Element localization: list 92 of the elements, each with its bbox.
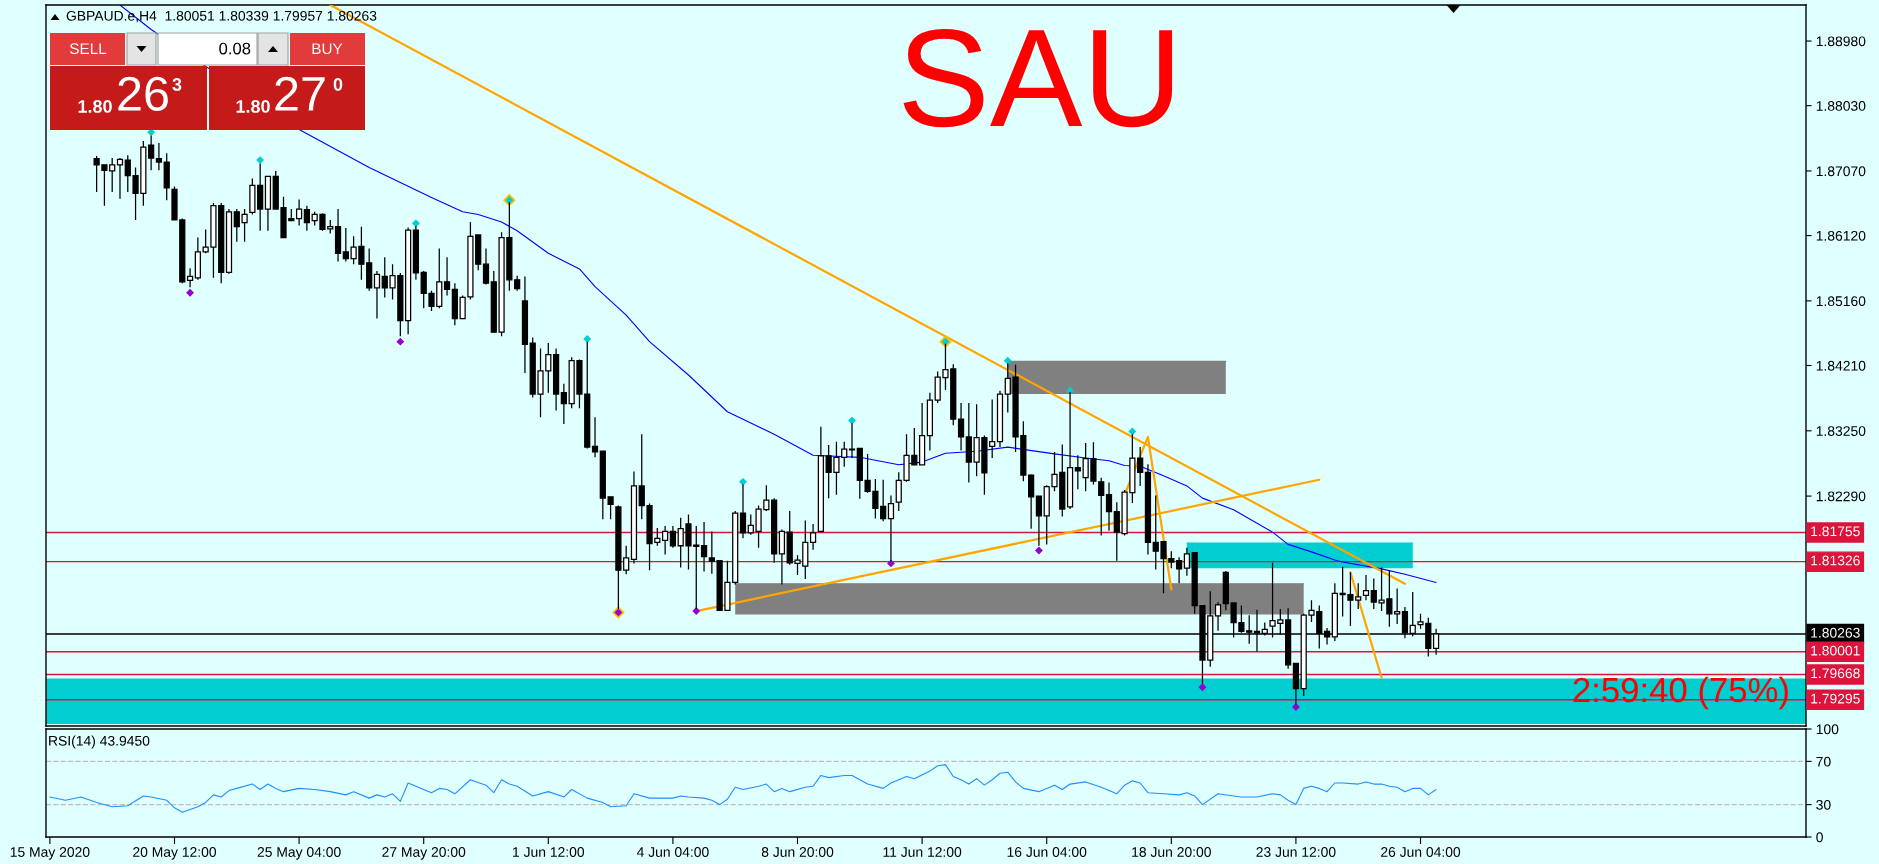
candlestick [443,256,451,297]
x-tick-label: 15 May 2020 [10,847,90,860]
y-tick-label: 1.88980 [1816,36,1866,47]
candlestick [225,208,233,275]
candlestick [1144,463,1152,556]
x-tick-label: 23 Jun 12:00 [1256,847,1336,857]
point [256,156,265,165]
point [887,559,895,568]
candlestick [700,521,708,573]
y-tick-label: 1.83250 [1816,426,1866,436]
y-tick-label: 70 [1816,756,1831,767]
candlestick [817,426,824,534]
x-tick-label: 25 May 04:00 [257,847,341,860]
ref-line-label: 1.81326 [1811,555,1860,566]
annotation: 0 [333,78,343,91]
candlestick [552,347,560,412]
point [1198,683,1207,692]
ref-line-label: 1.80263 [1811,627,1860,638]
candlestick [373,270,381,320]
annotation: SELL [70,43,107,55]
x-tick-label: 11 Jun 12:00 [883,847,962,857]
x-tick-label: 4 Jun 04:00 [636,847,709,857]
candlestick [116,157,124,200]
candlestick [1362,574,1370,601]
x-tick-label: 1 Jun 12:00 [513,847,585,857]
candlestick [778,528,786,586]
candlestick [521,275,529,374]
annotation: 1.80 [78,100,112,113]
point [411,219,420,228]
candlestick [295,198,303,227]
candlestick [1074,454,1081,490]
candlestick [809,523,817,551]
annotation: SAU [903,28,1173,128]
candlestick [1028,473,1035,530]
point [396,337,405,346]
candlestick [155,142,163,171]
y-tick-label: 30 [1816,799,1831,810]
candlestick [405,226,412,335]
y-tick-label: 0 [1816,832,1823,843]
candlestick [1214,601,1222,632]
candlestick [957,402,965,452]
candlestick [194,236,201,281]
x-tick-label: 18 Jun 20:00 [1132,847,1211,857]
point [1128,427,1137,436]
candlestick [661,525,669,556]
candlestick [918,402,926,467]
y-tick-label: 1.88030 [1816,101,1866,111]
ref-line-label: 1.79295 [1811,693,1860,704]
y-tick-label: 100 [1816,724,1839,735]
x-tick-label: 20 May 12:00 [133,847,217,860]
candlestick [926,392,934,452]
y-tick-label: 1.82290 [1816,491,1866,502]
candlestick [303,205,311,232]
point [583,335,592,343]
y-tick-label: 1.86120 [1816,230,1866,241]
ref-line-label: 1.81755 [1811,526,1860,537]
candlestick [482,247,490,286]
candlestick [186,267,194,288]
y-tick-label: 1.84210 [1816,360,1866,371]
candlestick [1175,556,1183,584]
x-tick-label: 16 Jun 04:00 [1007,847,1087,857]
x-tick-label: 8 Jun 20:00 [761,847,834,857]
annotation: 1.80 [236,100,270,113]
annotation: 26 [118,76,168,112]
candlestick [630,470,638,565]
line-series [49,764,1437,813]
candlestick [264,175,272,232]
y-tick-label: 1.87070 [1816,166,1866,177]
point [186,288,194,297]
candlestick [591,416,599,458]
point [1034,546,1043,555]
annotation: 27 [275,76,325,111]
candlestick [996,390,1004,448]
candlestick [1105,481,1113,532]
candlestick [771,497,778,564]
candlestick [560,383,567,425]
annotation: 0.08 [219,42,251,55]
ref-line-label: 1.79668 [1811,668,1860,679]
chart-title: RSI(14) 43.9450 [49,735,150,749]
candlestick [1183,547,1191,577]
annotation: BUY [312,43,343,55]
point [739,477,747,486]
candlestick [163,152,170,201]
annotation: 3 [172,78,182,91]
ref-line-label: 1.80001 [1811,645,1860,656]
candlestick [669,525,677,549]
point [692,607,701,615]
y-tick-label: 1.85160 [1816,296,1866,307]
candlestick [334,208,342,263]
x-tick-label: 27 May 20:00 [382,847,466,860]
candlestick [1035,495,1043,547]
x-tick-label: 26 Jun 04:00 [1381,847,1461,857]
